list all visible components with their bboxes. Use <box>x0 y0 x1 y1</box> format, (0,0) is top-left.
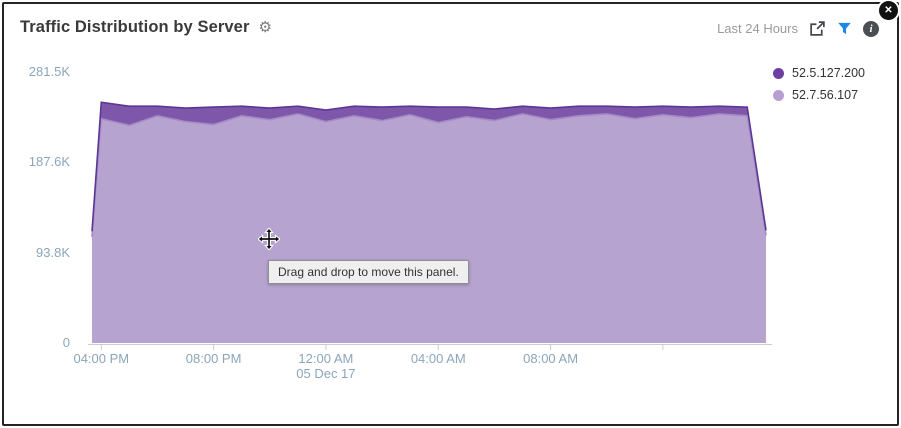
open-in-new-icon[interactable] <box>809 20 826 37</box>
move-cursor-icon <box>257 227 281 255</box>
panel-title: Traffic Distribution by Server <box>20 18 250 36</box>
filter-icon[interactable] <box>837 21 852 36</box>
close-icon: ✕ <box>884 5 893 16</box>
time-range-label[interactable]: Last 24 Hours <box>717 21 798 36</box>
legend-dot <box>773 89 784 101</box>
legend-label: 52.5.127.200 <box>792 66 865 80</box>
legend-item[interactable]: 52.7.56.107 <box>773 88 865 102</box>
info-icon[interactable]: i <box>863 20 879 37</box>
drag-tooltip: Drag and drop to move this panel. <box>268 260 469 284</box>
panel-header: Traffic Distribution by Server ⚙ <box>20 18 272 37</box>
legend-item[interactable]: 52.5.127.200 <box>773 66 865 80</box>
legend-label: 52.7.56.107 <box>792 88 859 102</box>
legend-dot <box>773 67 784 79</box>
panel-controls: Last 24 Hours i <box>717 20 879 37</box>
close-button[interactable]: ✕ <box>879 1 898 20</box>
chart-legend: 52.5.127.200 52.7.56.107 <box>773 66 865 102</box>
gear-icon[interactable]: ⚙ <box>258 19 272 36</box>
